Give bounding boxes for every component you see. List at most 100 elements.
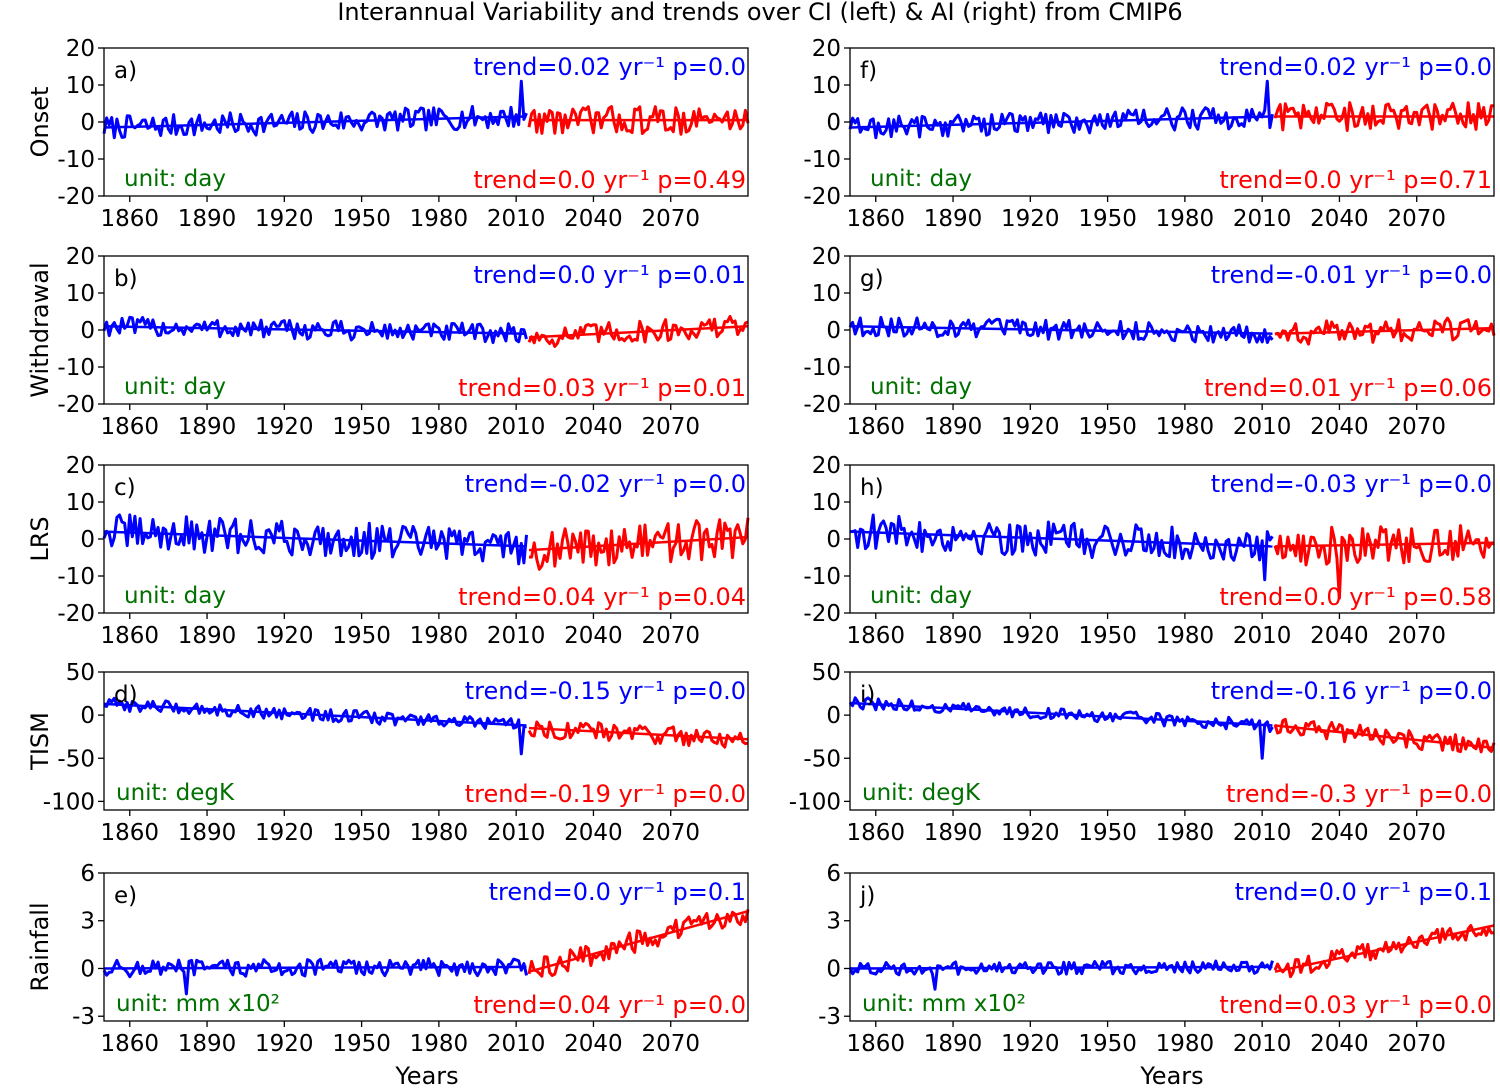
unit-label: unit: degK [862, 780, 981, 806]
trend-line-historical [849, 701, 1273, 727]
y-tick-label: 3 [80, 909, 95, 935]
y-tick-label: 0 [826, 318, 841, 344]
trend-annotation-historical: trend=0.0 yr⁻¹ p=0.1 [489, 878, 746, 906]
x-tick-label: 1950 [1078, 414, 1137, 440]
x-tick-label: 1920 [1001, 414, 1060, 440]
x-tick-label: 1890 [924, 206, 983, 232]
unit-label: unit: day [870, 583, 972, 609]
unit-label: unit: day [870, 374, 972, 400]
x-tick-label: 2010 [1233, 206, 1292, 232]
x-tick-label: 1890 [178, 1031, 237, 1057]
trend-line-historical [103, 115, 527, 129]
y-tick-label: 20 [812, 244, 841, 270]
trend-line-historical [849, 530, 1273, 548]
y-tick-label: -10 [57, 564, 95, 590]
x-tick-label: 1920 [1001, 623, 1060, 649]
y-tick-label: 20 [66, 244, 95, 270]
x-tick-label: 1860 [100, 206, 159, 232]
x-tick-label: 1860 [100, 623, 159, 649]
trend-line-future [1274, 724, 1495, 750]
x-tick-label: 2040 [1310, 414, 1369, 440]
y-tick-label: 20 [812, 453, 841, 479]
trend-annotation-historical: trend=0.02 yr⁻¹ p=0.0 [473, 53, 746, 81]
x-tick-label: 2070 [1387, 414, 1446, 440]
panel-label: f) [860, 58, 877, 84]
y-axis-label: LRS [26, 516, 54, 561]
trend-annotation-historical: trend=0.02 yr⁻¹ p=0.0 [1219, 53, 1492, 81]
panel-label: b) [114, 266, 138, 292]
x-tick-label: 2010 [487, 414, 546, 440]
trend-annotation-historical: trend=-0.01 yr⁻¹ p=0.0 [1211, 261, 1492, 289]
x-tick-label: 2040 [1310, 1031, 1369, 1057]
x-tick-label: 2010 [487, 820, 546, 846]
unit-label: unit: mm x10² [862, 991, 1026, 1017]
series-line-future [1273, 101, 1494, 132]
y-tick-label: -20 [57, 601, 95, 627]
y-tick-label: -50 [803, 746, 841, 772]
x-tick-label: 1920 [255, 820, 314, 846]
x-tick-label: 2070 [1387, 820, 1446, 846]
x-tick-label: 1860 [846, 623, 905, 649]
x-tick-label: 1920 [1001, 1031, 1060, 1057]
y-tick-label: 0 [826, 703, 841, 729]
y-axis-label: Withdrawal [26, 262, 54, 397]
trend-annotation-future: trend=0.04 yr⁻¹ p=0.04 [458, 583, 746, 611]
trend-line-historical [103, 530, 527, 548]
trend-annotation-historical: trend=0.0 yr⁻¹ p=0.01 [473, 261, 746, 289]
x-tick-label: 2040 [564, 206, 623, 232]
series-line-future [529, 517, 750, 571]
y-tick-label: 20 [66, 453, 95, 479]
x-tick-label: 1890 [178, 623, 237, 649]
panel-label: h) [860, 475, 884, 501]
series-line-future [527, 909, 750, 978]
x-tick-label: 1890 [178, 206, 237, 232]
x-tick-label: 2070 [641, 623, 700, 649]
y-tick-label: -20 [803, 184, 841, 210]
x-tick-label: 1920 [255, 1031, 314, 1057]
y-tick-label: 0 [826, 956, 841, 982]
series-line-historical [102, 79, 528, 140]
y-tick-label: 20 [812, 36, 841, 62]
y-tick-label: 6 [80, 861, 95, 887]
x-tick-label: 2040 [564, 623, 623, 649]
y-tick-label: -50 [57, 746, 95, 772]
axes-frame [849, 872, 1495, 1022]
trend-annotation-future: trend=-0.19 yr⁻¹ p=0.0 [465, 780, 746, 808]
trend-line-historical [103, 702, 527, 727]
trend-annotation-historical: trend=0.0 yr⁻¹ p=0.1 [1235, 878, 1492, 906]
x-tick-label: 1980 [410, 820, 469, 846]
y-tick-label: -20 [803, 392, 841, 418]
x-tick-label: 2070 [1387, 206, 1446, 232]
x-tick-label: 2040 [1310, 206, 1369, 232]
unit-label: unit: day [870, 166, 972, 192]
y-tick-label: 10 [66, 73, 95, 99]
series-line-future [527, 720, 749, 749]
x-tick-label: 2070 [641, 414, 700, 440]
y-tick-label: 0 [826, 527, 841, 553]
x-tick-label: 1950 [332, 414, 391, 440]
trend-line-historical [849, 965, 1273, 970]
y-tick-label: 50 [66, 660, 95, 686]
x-tick-label: 1920 [1001, 206, 1060, 232]
unit-label: unit: day [124, 374, 226, 400]
trend-line-future [528, 325, 749, 339]
series-line-historical [102, 957, 528, 996]
x-tick-label: 1860 [846, 820, 905, 846]
trend-line-future [528, 726, 749, 741]
y-axis-label: Onset [26, 87, 54, 158]
x-tick-label: 2040 [564, 820, 623, 846]
y-tick-label: 0 [826, 110, 841, 136]
y-tick-label: 50 [812, 660, 841, 686]
y-tick-label: 20 [66, 36, 95, 62]
y-tick-label: 10 [812, 73, 841, 99]
x-tick-label: 1980 [1156, 206, 1215, 232]
trend-line-future [1274, 924, 1495, 973]
x-axis-label-left: Years [394, 1062, 458, 1089]
